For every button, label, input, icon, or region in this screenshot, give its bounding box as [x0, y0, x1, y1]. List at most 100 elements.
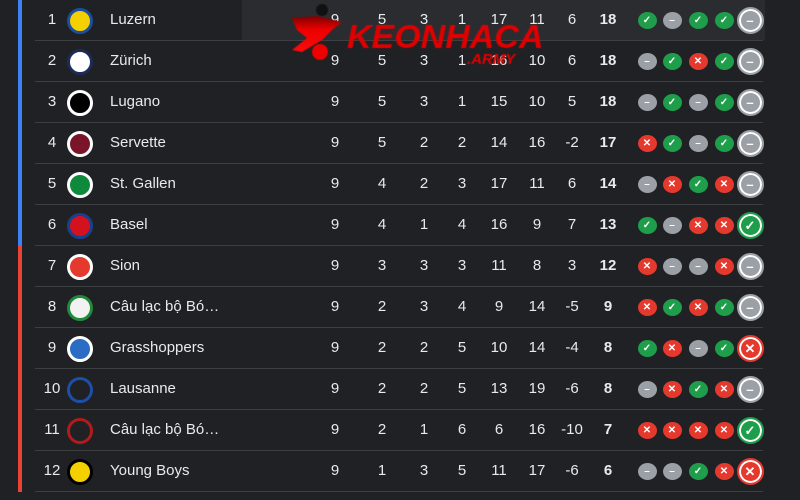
form-draw-icon[interactable]: –	[637, 94, 657, 111]
form-draw-icon[interactable]: –	[736, 294, 764, 321]
team-name[interactable]: Câu lạc bộ Bó…	[110, 298, 220, 315]
stat-p: 9	[330, 52, 340, 69]
form-loss-icon[interactable]: ✕	[662, 422, 682, 439]
form-loss-icon[interactable]: ✕	[714, 381, 734, 398]
zone-indicator-qualify	[18, 41, 22, 82]
team-name[interactable]: Lugano	[110, 93, 161, 110]
table-row[interactable]: 5 St. Gallen 9 4 2 3 17 11 6 14– ✕ ✓ ✕ –	[0, 164, 800, 205]
team-name[interactable]: Sion	[110, 257, 141, 274]
table-row[interactable]: 4 Servette 9 5 2 2 14 16 -2 17 ✕ ✓ – ✓ –	[0, 123, 800, 164]
table-row[interactable]: 6 Basel 9 4 1 4 16 9 7 13 ✓ – ✕ ✕ ✓	[0, 205, 800, 246]
form-draw-icon[interactable]: –	[736, 130, 764, 157]
form-win-icon[interactable]: ✓	[688, 176, 708, 193]
form-win-icon[interactable]: ✓	[637, 340, 657, 357]
table-row[interactable]: 3 Lugano 9 5 3 1 15 10 5 18– ✓ – ✓ –	[0, 82, 800, 123]
table-row[interactable]: 11 Câu lạc bộ Bó… 9 2 1 6 6 16 -10 7 ✕ ✕ ✕ ✕ ✓	[0, 410, 800, 451]
form-loss-icon[interactable]: ✕	[637, 258, 657, 275]
form-draw-icon[interactable]: –	[662, 258, 682, 275]
form-win-icon[interactable]: ✓	[714, 12, 734, 29]
stat-ga: 10	[528, 52, 546, 69]
form-win-icon[interactable]: ✓	[688, 463, 708, 480]
table-row[interactable]: 12 Young Boys 9 1 3 5 11 17 -6 6– – ✓ ✕ ✕	[0, 451, 800, 492]
form-win-icon[interactable]: ✓	[736, 212, 764, 239]
form-draw-icon[interactable]: –	[736, 89, 764, 116]
form-draw-icon[interactable]: –	[662, 12, 682, 29]
form-loss-icon[interactable]: ✕	[736, 458, 764, 485]
form-win-icon[interactable]: ✓	[662, 94, 682, 111]
form-win-icon[interactable]: ✓	[688, 381, 708, 398]
form-win-icon[interactable]: ✓	[714, 135, 734, 152]
form-loss-icon[interactable]: ✕	[714, 422, 734, 439]
stat-pts: 9	[603, 298, 613, 315]
form-draw-icon[interactable]: –	[688, 135, 708, 152]
form-loss-icon[interactable]: ✕	[637, 422, 657, 439]
form-win-icon[interactable]: ✓	[637, 217, 657, 234]
form-draw-icon[interactable]: –	[637, 53, 657, 70]
table-row[interactable]: 7 Sion 9 3 3 3 11 8 3 12 ✕ – – ✕ –	[0, 246, 800, 287]
form-win-icon[interactable]: ✓	[662, 53, 682, 70]
form-loss-icon[interactable]: ✕	[688, 299, 708, 316]
form-loss-icon[interactable]: ✕	[637, 135, 657, 152]
team-name[interactable]: Lausanne	[110, 380, 176, 397]
table-row[interactable]: 2 Zürich 9 5 3 1 16 10 6 18– ✓ ✕ ✓ –	[0, 41, 800, 82]
form-win-icon[interactable]: ✓	[688, 12, 708, 29]
form-loss-icon[interactable]: ✕	[714, 176, 734, 193]
form-win-icon[interactable]: ✓	[637, 12, 657, 29]
stat-p: 9	[330, 421, 340, 438]
row-divider	[35, 450, 763, 451]
zone-indicator-qualify	[18, 0, 22, 41]
form-draw-icon[interactable]: –	[637, 463, 657, 480]
form-draw-icon[interactable]: –	[662, 463, 682, 480]
team-name[interactable]: Câu lạc bộ Bó…	[110, 421, 220, 438]
team-logo	[67, 90, 93, 116]
team-name[interactable]: Servette	[110, 134, 166, 151]
team-name[interactable]: Grasshoppers	[110, 339, 205, 356]
team-name[interactable]: Basel	[110, 216, 148, 233]
form-win-icon[interactable]: ✓	[662, 135, 682, 152]
rank: 4	[47, 134, 57, 151]
form-draw-icon[interactable]: –	[688, 94, 708, 111]
stat-p: 9	[330, 462, 340, 479]
form-loss-icon[interactable]: ✕	[736, 335, 764, 362]
form-draw-icon[interactable]: –	[688, 258, 708, 275]
form-draw-icon[interactable]: –	[637, 176, 657, 193]
form-loss-icon[interactable]: ✕	[662, 176, 682, 193]
form-draw-icon[interactable]: –	[736, 7, 764, 34]
form-win-icon[interactable]: ✓	[714, 53, 734, 70]
table-row[interactable]: 8 Câu lạc bộ Bó… 9 2 3 4 9 14 -5 9 ✕ ✓ ✕ ✓ –	[0, 287, 800, 328]
stat-gf: 13	[490, 380, 508, 397]
stat-p: 9	[330, 216, 340, 233]
form-loss-icon[interactable]: ✕	[662, 340, 682, 357]
form-draw-icon[interactable]: –	[736, 171, 764, 198]
team-name[interactable]: Young Boys	[110, 462, 190, 479]
form-draw-icon[interactable]: –	[637, 381, 657, 398]
table-row[interactable]: 10 Lausanne 9 2 2 5 13 19 -6 8– ✕ ✓ ✕ –	[0, 369, 800, 410]
team-name[interactable]: St. Gallen	[110, 175, 176, 192]
stat-d: 1	[419, 421, 429, 438]
stat-gd: -6	[565, 380, 579, 397]
form-win-icon[interactable]: ✓	[714, 299, 734, 316]
form-win-icon[interactable]: ✓	[714, 94, 734, 111]
table-row[interactable]: 1 Luzern 9 5 3 1 17 11 6 18 ✓ – ✓ ✓ –	[0, 0, 800, 41]
form-win-icon[interactable]: ✓	[714, 340, 734, 357]
stat-l: 6	[457, 421, 467, 438]
form-loss-icon[interactable]: ✕	[662, 381, 682, 398]
form-loss-icon[interactable]: ✕	[688, 53, 708, 70]
form-draw-icon[interactable]: –	[736, 376, 764, 403]
form-draw-icon[interactable]: –	[736, 48, 764, 75]
form-loss-icon[interactable]: ✕	[688, 217, 708, 234]
table-row[interactable]: 9 Grasshoppers 9 2 2 5 10 14 -4 8 ✓ ✕ – ✓ ✕	[0, 328, 800, 369]
form-draw-icon[interactable]: –	[736, 253, 764, 280]
form-loss-icon[interactable]: ✕	[714, 258, 734, 275]
team-name[interactable]: Luzern	[110, 11, 156, 28]
form-loss-icon[interactable]: ✕	[688, 422, 708, 439]
form-loss-icon[interactable]: ✕	[714, 463, 734, 480]
form-loss-icon[interactable]: ✕	[637, 299, 657, 316]
form-win-icon[interactable]: ✓	[736, 417, 764, 444]
form-loss-icon[interactable]: ✕	[714, 217, 734, 234]
form-win-icon[interactable]: ✓	[662, 299, 682, 316]
form-draw-icon[interactable]: –	[662, 217, 682, 234]
form-draw-icon[interactable]: –	[688, 340, 708, 357]
rank: 8	[47, 298, 57, 315]
team-name[interactable]: Zürich	[110, 52, 152, 69]
